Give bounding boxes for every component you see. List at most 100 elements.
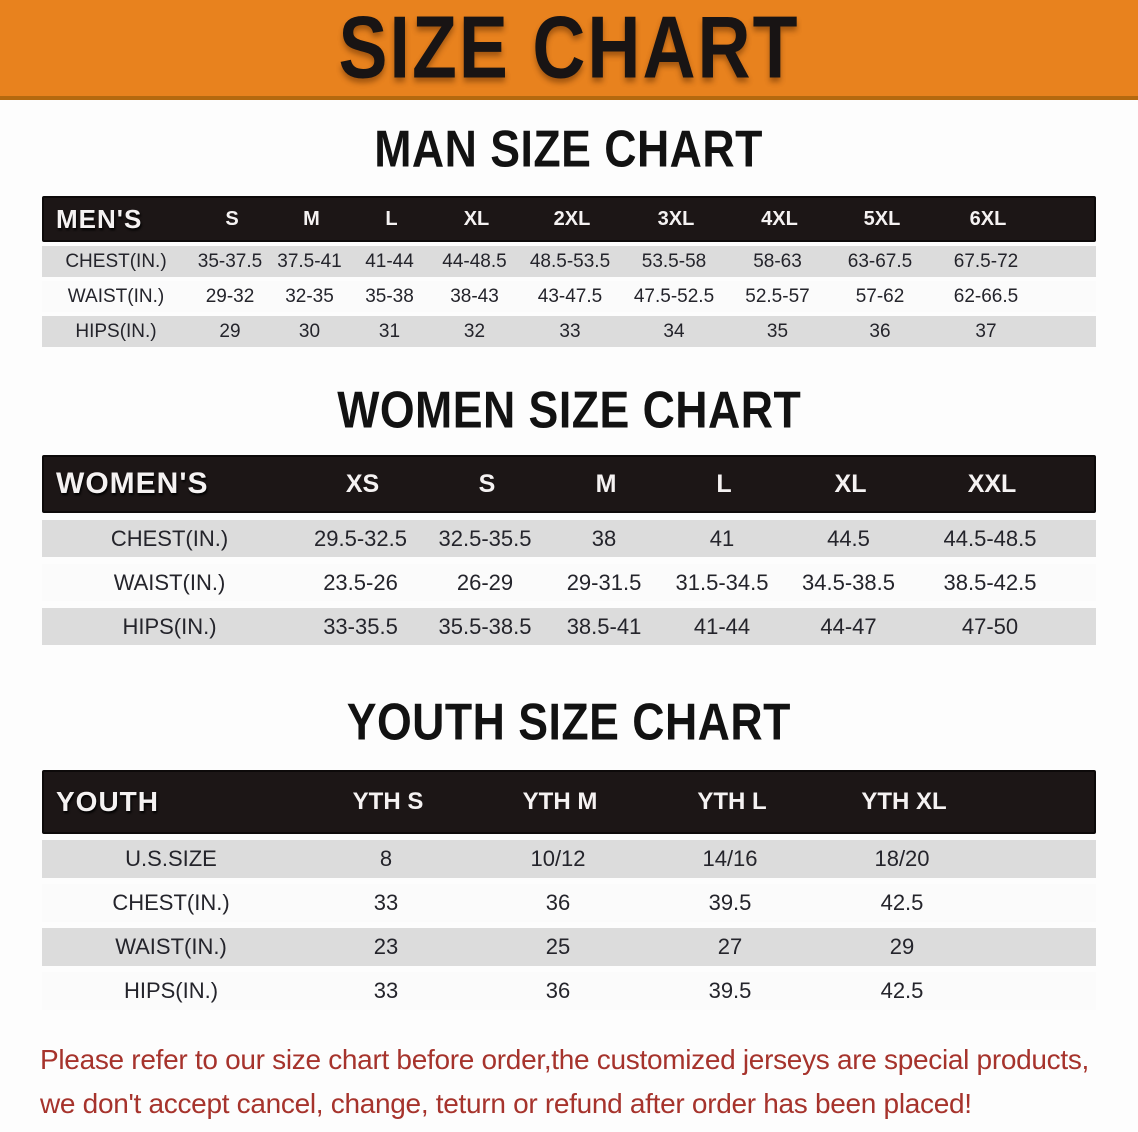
youth-corner-label: YOUTH <box>56 786 159 817</box>
table-cell: 25 <box>545 934 571 959</box>
table-cell: 58-63 <box>753 250 802 272</box>
women-chest-row: CHEST(IN.) 29.5-32.5 32.5-35.5 38 41 44.… <box>42 520 1096 557</box>
table-cell: 29-31.5 <box>566 569 642 595</box>
men-size-header: 6XL <box>969 207 1007 230</box>
table-cell: 44-47 <box>820 613 877 639</box>
women-size-header: XXL <box>967 469 1017 498</box>
table-cell: 39.5 <box>708 978 752 1003</box>
table-cell: 63-67.5 <box>847 250 913 272</box>
youth-size-header: YTH S <box>352 788 424 815</box>
table-cell: 23 <box>373 934 399 959</box>
table-cell: 42.5 <box>880 978 924 1003</box>
table-cell: 47.5-52.5 <box>633 285 715 307</box>
row-label: HIPS(IN.) <box>75 320 157 342</box>
row-label: HIPS(IN.) <box>123 978 219 1003</box>
youth-waist-row: WAIST(IN.) 23 25 27 29 <box>42 928 1096 966</box>
table-cell: 41-44 <box>693 613 751 639</box>
table-cell: 8 <box>379 846 393 871</box>
men-size-header: 4XL <box>761 207 798 230</box>
youth-section-title: YOUTH SIZE CHART <box>346 692 792 751</box>
women-section-heading: WOMEN SIZE CHART <box>0 380 1138 439</box>
men-section-title: MAN SIZE CHART <box>374 119 764 178</box>
women-size-header: S <box>478 469 496 498</box>
table-cell: 43-47.5 <box>537 285 603 307</box>
table-cell: 47-50 <box>961 613 1019 639</box>
table-cell: 48.5-53.5 <box>529 250 611 272</box>
table-cell: 35-37.5 <box>197 250 263 272</box>
table-cell: 31 <box>378 320 401 342</box>
table-cell: 26-29 <box>456 569 514 595</box>
table-cell: 62-66.5 <box>953 285 1019 307</box>
youth-size-header: YTH L <box>697 788 767 815</box>
table-cell: 33 <box>373 890 399 915</box>
row-label: WAIST(IN.) <box>67 285 165 307</box>
table-cell: 33-35.5 <box>323 613 398 639</box>
table-cell: 34.5-38.5 <box>802 569 895 595</box>
women-size-header: XL <box>834 469 867 498</box>
table-cell: 32 <box>463 320 486 342</box>
youth-section-heading: YOUTH SIZE CHART <box>0 692 1138 751</box>
youth-size-header: YTH M <box>522 788 598 815</box>
women-hips-row: HIPS(IN.) 33-35.5 35.5-38.5 38.5-41 41-4… <box>42 608 1096 645</box>
women-size-header: M <box>595 469 617 498</box>
women-table-header-row: WOMEN'S XS S M L XL XXL <box>42 455 1096 513</box>
table-cell: 38 <box>591 525 617 551</box>
men-size-header: M <box>303 207 320 230</box>
men-section-heading: MAN SIZE CHART <box>0 119 1138 178</box>
row-label: HIPS(IN.) <box>122 613 217 639</box>
table-cell: 14/16 <box>702 846 758 871</box>
table-cell: 44-48.5 <box>442 250 507 272</box>
women-size-header: XS <box>345 469 380 498</box>
table-cell: 29 <box>889 934 915 959</box>
row-label: WAIST(IN.) <box>115 934 227 959</box>
youth-hips-row: HIPS(IN.) 33 36 39.5 42.5 <box>42 972 1096 1010</box>
table-cell: 27 <box>717 934 743 959</box>
men-chest-row: CHEST(IN.) 35-37.5 37.5-41 41-44 44-48.5… <box>42 246 1096 277</box>
table-cell: 36 <box>545 890 571 915</box>
table-cell: 37.5-41 <box>277 250 342 272</box>
table-cell: 38.5-41 <box>566 613 642 639</box>
youth-table-header-row: YOUTH YTH S YTH M YTH L YTH XL <box>42 770 1096 834</box>
disclaimer-line-1: Please refer to our size chart before or… <box>40 1044 1090 1075</box>
table-cell: 44.5 <box>827 525 870 551</box>
table-cell: 38-43 <box>450 285 499 307</box>
youth-size-header: YTH XL <box>861 788 947 815</box>
table-cell: 29 <box>219 320 241 342</box>
table-cell: 42.5 <box>880 890 924 915</box>
table-cell: 37 <box>975 320 997 342</box>
women-size-header: L <box>716 469 732 498</box>
table-cell: 29.5-32.5 <box>314 525 407 551</box>
disclaimer-text: Please refer to our size chart before or… <box>40 1038 1138 1126</box>
table-cell: 33 <box>373 978 399 1003</box>
table-cell: 39.5 <box>708 890 752 915</box>
youth-size-table: YOUTH YTH S YTH M YTH L YTH XL U.S.SIZE … <box>42 770 1096 1010</box>
table-cell: 32-35 <box>285 285 334 307</box>
table-cell: 52.5-57 <box>745 285 810 307</box>
table-cell: 33 <box>559 320 581 342</box>
women-size-table: WOMEN'S XS S M L XL XXL CHEST(IN.) 29.5-… <box>42 455 1096 645</box>
table-cell: 23.5-26 <box>323 569 398 595</box>
table-cell: 38.5-42.5 <box>943 569 1037 595</box>
men-corner-label: MEN'S <box>56 203 143 234</box>
size-chart-banner: SIZE CHART <box>0 0 1138 100</box>
men-table-header-row: MEN'S S M L XL 2XL 3XL 4XL 5XL 6XL <box>42 196 1096 242</box>
row-label: WAIST(IN.) <box>113 569 226 595</box>
table-cell: 53.5-58 <box>641 250 707 272</box>
table-cell: 18/20 <box>874 846 930 871</box>
women-section-title: WOMEN SIZE CHART <box>336 380 801 439</box>
men-hips-row: HIPS(IN.) 29 30 31 32 33 34 35 36 37 <box>42 316 1096 347</box>
men-size-table: MEN'S S M L XL 2XL 3XL 4XL 5XL 6XL CHEST… <box>42 196 1096 347</box>
row-label: U.S.SIZE <box>125 846 217 871</box>
table-cell: 41-44 <box>365 250 414 272</box>
table-cell: 35 <box>766 320 789 342</box>
row-label: CHEST(IN.) <box>110 525 229 551</box>
table-cell: 30 <box>298 320 321 342</box>
men-size-header: L <box>385 207 398 230</box>
table-cell: 32.5-35.5 <box>438 525 532 551</box>
women-waist-row: WAIST(IN.) 23.5-26 26-29 29-31.5 31.5-34… <box>42 564 1096 601</box>
men-size-header: 5XL <box>863 207 901 230</box>
men-size-header: 3XL <box>657 207 695 230</box>
table-cell: 10/12 <box>530 846 586 871</box>
table-cell: 34 <box>663 320 685 342</box>
men-size-header: XL <box>463 207 490 230</box>
